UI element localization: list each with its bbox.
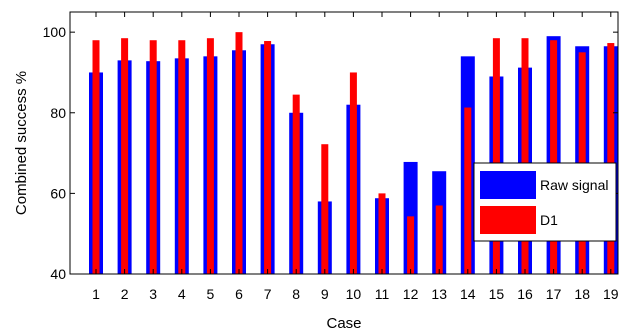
x-tick-label: 3: [149, 286, 157, 302]
x-axis: 1 2 3 4 5 6 7 8 9 10 11 12 13 14 15 16 17 18 19: [92, 12, 619, 302]
x-tick-label: 13: [431, 286, 447, 302]
bar-d1-case-15: [492, 38, 500, 275]
bar-d1-case-3: [149, 40, 157, 274]
x-tick-label: 15: [489, 286, 505, 302]
x-tick-label: 8: [292, 286, 300, 302]
bar-d1-case-19: [607, 43, 615, 274]
y-axis-title: Combined success %: [13, 71, 30, 215]
bar-d1-case-6: [235, 32, 243, 275]
x-tick-label: 7: [264, 286, 272, 302]
x-tick-label: 16: [517, 286, 533, 302]
x-tick-label: 9: [321, 286, 329, 302]
x-tick-label: 11: [375, 286, 390, 302]
x-tick-label: 6: [235, 286, 243, 302]
bar-d1-case-1: [92, 40, 100, 274]
x-tick-label: 4: [178, 286, 186, 302]
y-axis: 40 60 80 100: [43, 24, 618, 282]
y-tick-label: 40: [50, 266, 66, 282]
x-tick-label: 18: [574, 286, 590, 302]
y-tick-label: 100: [43, 24, 67, 40]
bar-d1-case-4: [178, 40, 186, 274]
bar-d1-case-12: [407, 216, 415, 274]
x-tick-label: 19: [603, 286, 619, 302]
bar-d1-case-14: [464, 107, 472, 274]
plot-frame: [69, 11, 619, 275]
x-tick-label: 10: [346, 286, 362, 302]
bar-d1-case-9: [321, 144, 329, 274]
bar-d1-case-2: [121, 38, 129, 275]
bar-d1-case-17: [550, 40, 558, 274]
bar-d1-case-11: [378, 193, 386, 274]
bar-d1-case-10: [349, 72, 357, 275]
legend-label-raw-signal: Raw signal: [540, 177, 608, 193]
x-tick-label: 14: [460, 286, 476, 302]
bar-d1-case-5: [206, 38, 214, 275]
legend: Raw signal D1: [473, 162, 617, 242]
x-tick-label: 12: [403, 286, 419, 302]
x-tick-label: 2: [121, 286, 129, 302]
x-axis-title: Case: [326, 315, 361, 332]
legend-swatch-d1: [480, 206, 536, 234]
bar-d1-case-16: [521, 38, 529, 275]
x-tick-label: 1: [92, 286, 100, 302]
bar-d1-case-7: [264, 41, 272, 274]
x-tick-label: 5: [207, 286, 215, 302]
bar-d1-case-8: [292, 94, 300, 274]
legend-label-d1: D1: [540, 212, 558, 228]
y-tick-label: 80: [50, 105, 66, 121]
bar-d1-case-13: [435, 205, 443, 274]
x-tick-label: 17: [546, 286, 562, 302]
y-tick-label: 60: [50, 185, 66, 201]
legend-swatch-raw-signal: [480, 171, 536, 199]
